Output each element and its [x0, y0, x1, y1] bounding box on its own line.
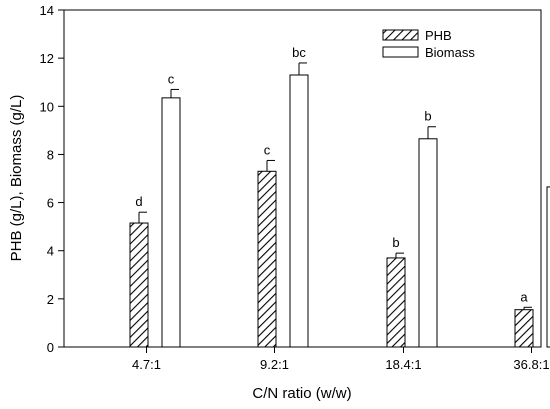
bar-phb [129, 222, 149, 348]
y-tick-label: 8 [47, 147, 54, 162]
bar-phb [386, 257, 406, 348]
y-tick-label: 10 [40, 99, 54, 114]
y-tick-label: 14 [40, 3, 54, 18]
x-tick-label: 18.4:1 [385, 357, 421, 372]
y-tick-label: 4 [47, 244, 54, 259]
plot-frame [63, 9, 542, 348]
y-tick-label: 2 [47, 292, 54, 307]
bar-phb [514, 309, 534, 348]
bar-biomass [161, 97, 181, 348]
legend-swatch-phb [382, 29, 419, 41]
y-axis-label: PHB (g/L), Biomass (g/L) [8, 95, 25, 262]
y-tick-label: 0 [47, 340, 54, 355]
legend-label-biomass: Biomass [425, 45, 475, 60]
y-tick-label: 12 [40, 51, 54, 66]
significance-letter: c [168, 71, 175, 86]
significance-letter: c [264, 142, 271, 157]
significance-letter: b [424, 109, 431, 124]
bar-biomass [418, 138, 438, 348]
legend-label-phb: PHB [425, 28, 452, 43]
legend: PHB Biomass [382, 28, 475, 60]
y-tick-label: 6 [47, 196, 54, 211]
bar-biomass [289, 74, 309, 348]
significance-letter: b [392, 235, 399, 250]
significance-letter: bc [292, 45, 306, 60]
legend-swatch-biomass [382, 46, 419, 58]
x-tick-label: 36.8:1 [513, 357, 549, 372]
x-axis-label: C/N ratio (w/w) [252, 385, 351, 402]
bar-phb [257, 170, 277, 348]
significance-letter: d [135, 194, 142, 209]
x-tick-label: 4.7:1 [132, 357, 161, 372]
bar-biomass [546, 186, 550, 348]
significance-letter: a [520, 289, 528, 304]
x-tick-label: 9.2:1 [260, 357, 289, 372]
